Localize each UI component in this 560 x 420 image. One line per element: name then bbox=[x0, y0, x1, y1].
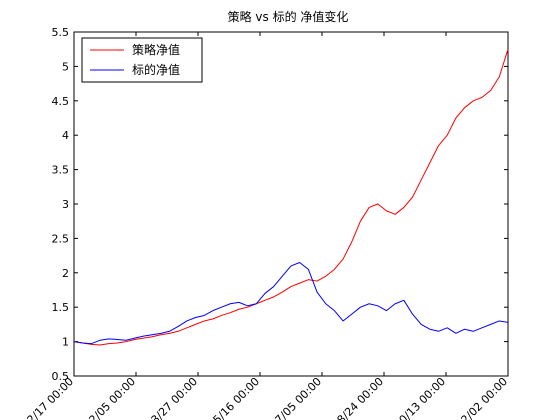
y-tick-label: 4 bbox=[62, 129, 69, 142]
x-tick-label: 12/17 00:00 bbox=[20, 375, 77, 420]
x-tick-label: 10/13 00:00 bbox=[392, 375, 449, 420]
series-line-strategy bbox=[73, 49, 509, 346]
legend-box bbox=[81, 37, 203, 83]
x-tick-label: 03/27 00:00 bbox=[144, 375, 201, 420]
series-group bbox=[73, 49, 509, 346]
y-axis: 0.5 1 1.5 2 2.5 3 3.5 4 4.5 5 5.5 bbox=[52, 26, 508, 383]
y-tick-label: 4.5 bbox=[52, 95, 70, 108]
y-tick-label: 0.5 bbox=[52, 370, 70, 383]
y-tick-label: 3 bbox=[62, 198, 69, 211]
x-tick-label: 07/05 00:00 bbox=[268, 375, 325, 420]
legend: 策略净值 标的净值 bbox=[81, 37, 203, 83]
y-tick-label: 2.5 bbox=[52, 232, 70, 245]
y-tick-label: 5 bbox=[62, 60, 69, 73]
x-tick-label: 02/05 00:00 bbox=[82, 375, 139, 420]
y-tick-label: 1.5 bbox=[52, 301, 70, 314]
y-tick-label: 2 bbox=[62, 267, 69, 280]
y-tick-label: 1 bbox=[62, 336, 69, 349]
x-tick-label: 12/02 00:00 bbox=[454, 375, 511, 420]
chart-title: 策略 vs 标的 净值变化 bbox=[228, 9, 349, 24]
plot-area bbox=[73, 31, 509, 377]
y-tick-label: 3.5 bbox=[52, 164, 70, 177]
series-line-underlying bbox=[73, 261, 509, 345]
x-tick-label: 08/24 00:00 bbox=[330, 375, 387, 420]
x-tick-label: 05/16 00:00 bbox=[206, 375, 263, 420]
y-tick-label: 5.5 bbox=[52, 26, 70, 39]
legend-label-underlying: 标的净值 bbox=[132, 62, 180, 77]
legend-label-strategy: 策略净值 bbox=[132, 42, 180, 57]
